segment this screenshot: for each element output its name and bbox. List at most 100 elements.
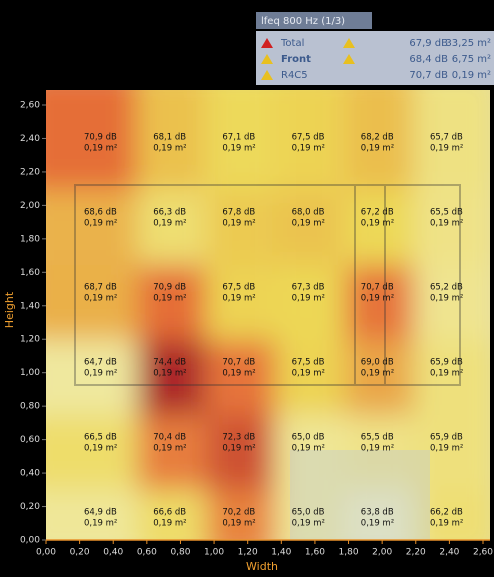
cell-area: 0,19 m² [292, 294, 325, 304]
warning-icon [343, 38, 355, 48]
machine-outline [74, 184, 461, 540]
cell-level: 70,7 dB [222, 358, 255, 368]
row-area: 0,19 m² [452, 70, 491, 81]
y-tick-label: 1,20 [20, 335, 40, 345]
cell-level: 67,3 dB [292, 283, 325, 293]
cell-area: 0,19 m² [361, 144, 394, 154]
cell-area: 0,19 m² [84, 219, 117, 229]
cell-area: 0,19 m² [222, 219, 255, 229]
axes: 0,00 0,20 0,40 0,60 0,80 1,00 1,20 1,40 1,60 1,80… [20, 101, 493, 558]
heat-cell [46, 190, 137, 265]
cell-area: 0,19 m² [153, 294, 186, 304]
cell-level: 65,7 dB [430, 133, 463, 143]
table-header: lfeq 800 Hz (1/3) [261, 16, 345, 27]
heat-cell [344, 340, 414, 415]
cell-area: 0,19 m² [84, 444, 117, 454]
heat-cell [344, 490, 414, 540]
cell-level: 70,7 dB [361, 283, 394, 293]
y-tick-label: 1,40 [20, 301, 40, 311]
table-bg [256, 31, 494, 85]
x-axis-title: Width [246, 560, 278, 573]
cell-area: 0,19 m² [222, 369, 255, 379]
cell-area: 0,19 m² [222, 519, 255, 529]
cell-level: 65,5 dB [430, 208, 463, 218]
cell-level: 63,8 dB [361, 508, 394, 518]
cell-area: 0,19 m² [222, 294, 255, 304]
y-tick-label: 2,20 [20, 167, 40, 177]
cell-area: 0,19 m² [292, 144, 325, 154]
heat-cell [46, 90, 137, 190]
x-tick-label: 0,40 [103, 548, 123, 558]
x-tick-label: 0,00 [36, 548, 56, 558]
warning-icon [261, 70, 273, 80]
cell-level: 65,0 dB [292, 433, 325, 443]
cell-level: 70,4 dB [153, 433, 186, 443]
heat-cell [206, 265, 276, 340]
cell-level: 70,9 dB [84, 133, 117, 143]
cell-level: 68,7 dB [84, 283, 117, 293]
heat-cell [137, 490, 207, 540]
row-name: Total [280, 38, 304, 49]
cell-area: 0,19 m² [84, 144, 117, 154]
heat-cell [414, 190, 490, 265]
heat-cell [206, 340, 276, 415]
y-tick-label: 2,00 [20, 201, 40, 211]
cell-level: 70,2 dB [222, 508, 255, 518]
cell-area: 0,19 m² [84, 294, 117, 304]
heat-cell [275, 340, 345, 415]
y-tick-label: 1,80 [20, 234, 40, 244]
heat-cell [137, 190, 207, 265]
y-axis-title: Height [3, 291, 16, 328]
heat-cell [275, 415, 345, 490]
cell-area: 0,19 m² [361, 444, 394, 454]
cell-level: 68,1 dB [153, 133, 186, 143]
y-tick-label: 2,60 [20, 101, 40, 111]
heat-layer [46, 90, 490, 540]
heat-cell [275, 90, 345, 190]
cell-area: 0,19 m² [84, 519, 117, 529]
cell-area: 0,19 m² [292, 444, 325, 454]
heat-cell [414, 490, 490, 540]
cell-area: 0,19 m² [153, 144, 186, 154]
x-tick-label: 0,20 [70, 548, 90, 558]
warning-icon [343, 54, 355, 64]
warning-icon [261, 38, 273, 48]
row-level: 70,7 dB [409, 70, 448, 81]
warning-icon [261, 54, 273, 64]
heat-cell [206, 90, 276, 190]
table-header-bg [256, 12, 372, 29]
x-tick-label: 1,00 [204, 548, 224, 558]
x-tick-label: 1,60 [305, 548, 325, 558]
heat-cell [137, 340, 207, 415]
y-tick-label: 1,60 [20, 268, 40, 278]
row-level: 67,9 dB [409, 38, 448, 49]
x-tick-label: 1,20 [238, 548, 258, 558]
cell-area: 0,19 m² [222, 144, 255, 154]
cell-area: 0,19 m² [430, 519, 463, 529]
cell-level: 67,1 dB [222, 133, 255, 143]
cell-area: 0,19 m² [153, 369, 186, 379]
cell-area: 0,19 m² [222, 444, 255, 454]
cell-area: 0,19 m² [430, 294, 463, 304]
x-tick-label: 2,60 [473, 548, 493, 558]
row-area: 33,25 m² [445, 38, 491, 49]
y-tick-label: 0,60 [20, 435, 40, 445]
cell-level: 67,8 dB [222, 208, 255, 218]
x-tick-label: 2,40 [439, 548, 459, 558]
cell-area: 0,19 m² [361, 519, 394, 529]
y-tick-label: 1,00 [20, 368, 40, 378]
y-tick-label: 0,80 [20, 402, 40, 412]
row-level: 68,4 dB [409, 54, 448, 65]
cell-level: 68,0 dB [292, 208, 325, 218]
cell-level: 64,9 dB [84, 508, 117, 518]
cell-area: 0,19 m² [361, 219, 394, 229]
row-name: R4C5 [281, 70, 308, 81]
x-tick-label: 1,40 [271, 548, 291, 558]
heat-cell [414, 340, 490, 415]
x-tick-label: 2,00 [372, 548, 392, 558]
heat-cell [344, 265, 414, 340]
cell-level: 65,2 dB [430, 283, 463, 293]
cell-level: 65,0 dB [292, 508, 325, 518]
